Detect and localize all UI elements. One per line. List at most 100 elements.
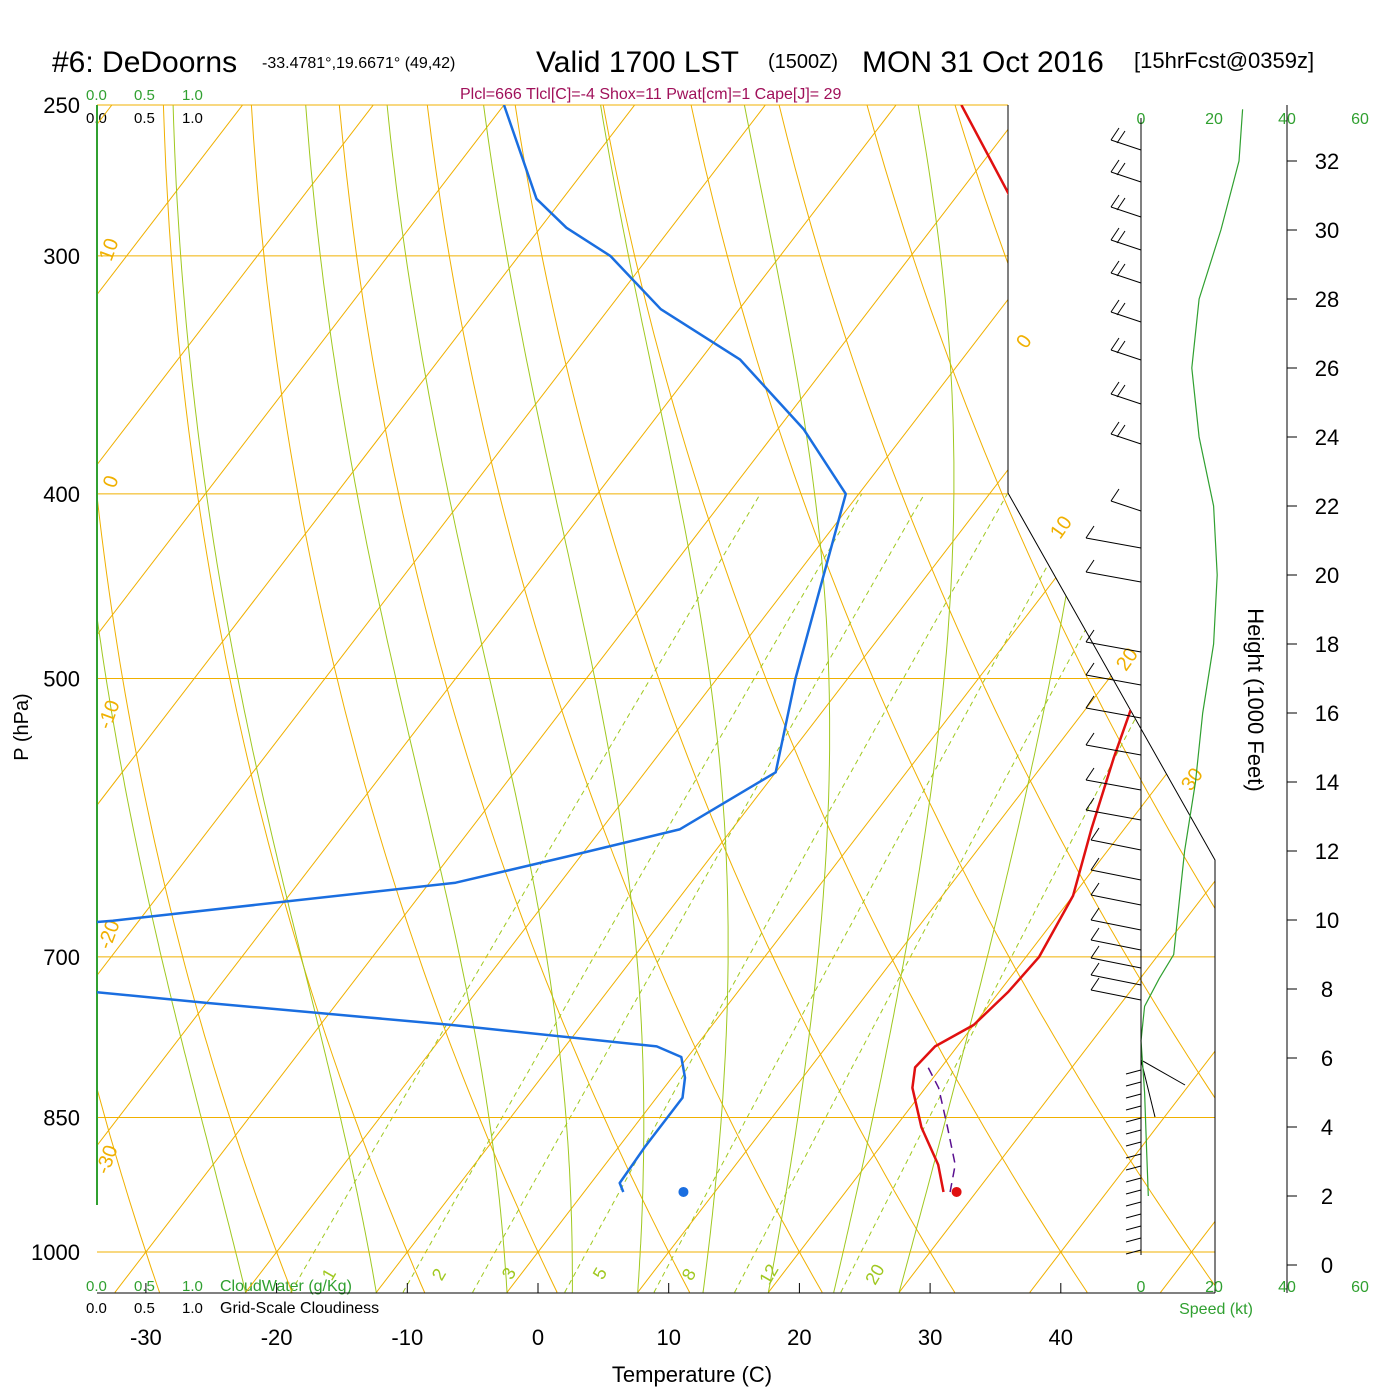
wind-barb-flag xyxy=(1085,767,1095,781)
wind-barb-staff xyxy=(1085,779,1142,791)
mixing-ratio-line xyxy=(472,493,925,1293)
isotherm xyxy=(375,105,1215,1293)
wind-barb-flag xyxy=(1110,299,1120,313)
wind-barb-staff xyxy=(1090,869,1142,881)
speed-tick-bottom: 0 xyxy=(1137,1279,1146,1296)
cloudiness-bottom-1: 0.5 xyxy=(134,1300,155,1317)
parcel-line xyxy=(927,1067,956,1193)
speed-tick-bottom: 20 xyxy=(1205,1279,1223,1296)
dry-adiabat xyxy=(422,105,823,1293)
wind-barb-staff xyxy=(1090,989,1142,1001)
x-tick-label: 40 xyxy=(1049,1325,1073,1350)
cloudiness-top-1: 0.5 xyxy=(134,110,155,127)
moist-adiabat xyxy=(833,105,955,1293)
isotherm xyxy=(1029,105,1215,1293)
wind-barb-staff xyxy=(1085,707,1142,719)
wind-barb-flag xyxy=(1085,525,1095,539)
height-tick-label: 26 xyxy=(1315,356,1339,381)
height-tick-label: 4 xyxy=(1321,1115,1333,1140)
wind-barb-staff xyxy=(1085,744,1142,756)
isotherm xyxy=(1160,105,1215,1293)
moist-adiabat xyxy=(97,105,247,1293)
wind-barb-flag xyxy=(1085,629,1095,643)
height-tick-label: 24 xyxy=(1315,425,1339,450)
wind-barb-flag xyxy=(1116,197,1126,211)
x-tick-label: -20 xyxy=(261,1325,293,1350)
wind-barb-flag xyxy=(1110,421,1120,435)
x-axis-title: Temperature (C) xyxy=(612,1362,772,1387)
stability-indices: Plcl=666 Tlcl[C]=-4 Shox=11 Pwat[cm]=1 C… xyxy=(460,86,841,103)
dry-adiabat xyxy=(1293,71,1400,1292)
mixing-ratio-line xyxy=(653,493,1088,1293)
wind-barb xyxy=(1125,1177,1142,1183)
wind-barb xyxy=(1125,1093,1142,1099)
wind-barb-flag xyxy=(1116,424,1126,438)
wind-barb-staff xyxy=(1090,939,1142,951)
wind-barb-staff xyxy=(1090,919,1142,931)
wind-barb-flag xyxy=(1116,162,1126,176)
wind-barb-staff xyxy=(1110,272,1142,284)
wind-barb xyxy=(1125,1189,1142,1195)
wind-barb-flag xyxy=(1085,662,1095,676)
wind-barb-staff xyxy=(1110,433,1142,445)
wind-barb xyxy=(1125,1105,1142,1111)
mixing-ratio-line xyxy=(290,493,761,1293)
height-tick-label: 6 xyxy=(1321,1046,1333,1071)
height-tick-label: 8 xyxy=(1321,977,1333,1002)
mixing-ratio-line xyxy=(840,493,1215,1293)
wind-barb xyxy=(1125,1141,1142,1147)
pressure-tick-label: 250 xyxy=(43,93,80,118)
wind-barb-staff xyxy=(1110,500,1142,512)
wind-barb-flag xyxy=(1085,797,1095,811)
wind-barb-staff xyxy=(1085,571,1142,583)
moist-adiabat xyxy=(172,105,377,1293)
isotherm xyxy=(245,105,1184,1293)
isotherm xyxy=(506,105,1215,1293)
dry-adiabat xyxy=(97,105,293,1293)
mixing-ratio-label: 8 xyxy=(678,1265,700,1284)
x-tick-label: 20 xyxy=(787,1325,811,1350)
wind-barb-staff xyxy=(1090,894,1142,906)
cloudiness-label: Grid-Scale Cloudiness xyxy=(220,1300,379,1317)
mixing-ratio-label: 2 xyxy=(428,1265,450,1284)
wind-barb xyxy=(1125,1165,1142,1171)
dewpoint-line xyxy=(97,105,848,1193)
pressure-tick-label: 300 xyxy=(43,244,80,269)
cloudwater-bottom-2: 1.0 xyxy=(182,1278,203,1295)
speed-tick-top: 20 xyxy=(1205,111,1223,128)
wind-barb-staff xyxy=(1110,206,1142,218)
plot-right-border xyxy=(1007,105,1216,1293)
wind-barb-staff xyxy=(1085,674,1142,686)
wind-barb-flag xyxy=(1085,695,1095,709)
isotherm-label: -10 xyxy=(94,697,125,732)
cloudiness-bottom-2: 1.0 xyxy=(182,1300,203,1317)
mixing-ratio-line xyxy=(564,493,1008,1293)
wind-barb-staff xyxy=(1090,974,1142,986)
pressure-tick-label: 400 xyxy=(43,482,80,507)
wind-barb-flag xyxy=(1090,962,1100,976)
height-tick-label: 20 xyxy=(1315,563,1339,588)
wind-barb-flag xyxy=(1110,337,1120,351)
wind-barb-flag xyxy=(1110,127,1120,141)
isotherm xyxy=(114,105,1054,1293)
isotherm xyxy=(637,105,1215,1293)
forecast-run: [15hrFcst@0359z] xyxy=(1134,48,1314,73)
mixing-ratio-label: 5 xyxy=(589,1264,611,1283)
wind-barb-flag xyxy=(1116,130,1126,144)
cloudwater-bottom-0: 0.0 xyxy=(86,1278,107,1295)
wind-barb-flag xyxy=(1090,977,1100,991)
wind-barb-flag xyxy=(1090,945,1100,959)
wind-speed-line xyxy=(1140,109,1244,1197)
moist-adiabat xyxy=(305,105,508,1293)
wind-barb xyxy=(1125,1249,1142,1255)
dry-adiabat xyxy=(248,105,558,1293)
isotherm xyxy=(97,105,269,1293)
x-tick-label: 30 xyxy=(918,1325,942,1350)
isotherm xyxy=(97,105,792,1293)
wind-barb xyxy=(1125,1225,1142,1231)
mixing-ratio-label: 12 xyxy=(755,1261,782,1288)
wind-barbs xyxy=(1085,127,1186,1255)
isotherm xyxy=(97,105,661,1293)
wind-barb-staff xyxy=(1090,957,1142,969)
wind-barb xyxy=(1125,1081,1142,1087)
